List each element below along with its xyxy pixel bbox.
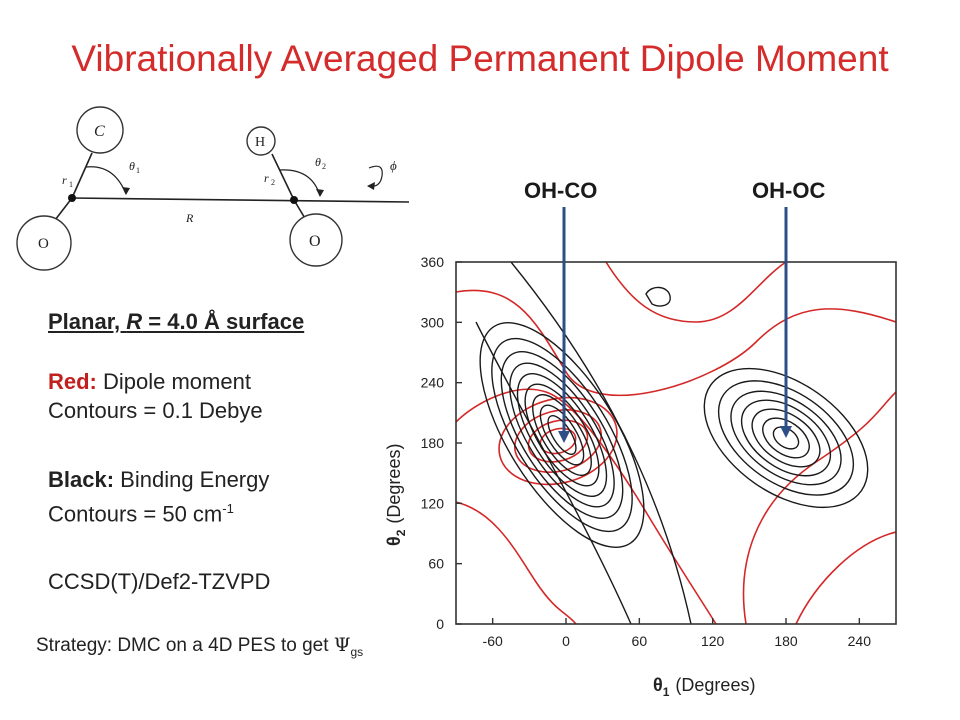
dipole-contour: [456, 501, 577, 624]
y-axis-title: θ2(Degrees): [384, 444, 408, 546]
surface-prefix: Planar,: [48, 309, 127, 334]
label-theta-sub: 1: [136, 166, 140, 175]
y-tick-label: 120: [421, 495, 445, 511]
energy-contour: [547, 415, 577, 455]
x-tick-label: 240: [848, 633, 872, 649]
black-text: Binding Energy: [114, 467, 270, 492]
label-r: r: [62, 173, 67, 187]
carbon-atom: [76, 106, 124, 154]
jacobi-coordinate-diagram: C O H O r 1 θ 1 R r 2 θ 2 ϕ: [16, 106, 410, 271]
energy-contour: [510, 262, 692, 624]
label-r2-sub: 2: [271, 178, 275, 187]
black-contours-exponent: -1: [222, 501, 234, 516]
surface-suffix: = 4.0 Å surface: [142, 309, 305, 334]
black-contours-text: Contours = 50 cm: [48, 501, 223, 527]
x-tick-label: 180: [774, 633, 798, 649]
strategy-note: Strategy: DMC on a 4D PES to get Ψgs: [36, 634, 363, 659]
energy-contour: [500, 350, 624, 520]
dipole-contour: [795, 531, 896, 624]
psi-subscript: gs: [350, 644, 364, 659]
energy-contour: [479, 322, 645, 548]
red-text: Dipole moment: [96, 369, 251, 394]
oxygen-atom-left: [16, 215, 72, 271]
label-phi: ϕ: [390, 158, 397, 173]
label-theta2: θ: [315, 155, 321, 169]
energy-contour: [509, 362, 615, 508]
oh-oc-label: OH-OC: [752, 178, 826, 203]
method-note: CCSD(T)/Def2-TZVPD: [48, 569, 271, 594]
oxygen-atom-right: [289, 213, 343, 267]
slide-title: Vibrationally Averaged Permanent Dipole …: [71, 38, 889, 79]
label-theta2-sub: 2: [322, 162, 326, 171]
y-tick-label: 300: [421, 314, 445, 330]
label-r2: r: [264, 171, 269, 185]
dipole-contour: [605, 262, 787, 323]
atom-label-h: H: [255, 135, 265, 150]
red-legend-note: Red: Dipole moment Contours = 0.1 Debye: [48, 367, 263, 425]
energy-contour: [516, 372, 608, 498]
label-r-sub: 1: [69, 180, 73, 189]
surface-note: Planar, R = 4.0 Å surface: [48, 307, 304, 336]
energy-contour: [751, 408, 821, 468]
atom-label-c: C: [94, 123, 105, 140]
hydrogen-atom: [246, 126, 276, 156]
dipole-contour: [456, 289, 896, 397]
atom-label-o-left: O: [38, 236, 49, 252]
x-tick-label: 0: [562, 633, 570, 649]
y-tick-label: 180: [421, 435, 445, 451]
dipole-contour: [527, 419, 589, 463]
y-tick-label: 240: [421, 375, 445, 391]
strategy-text: Strategy: DMC on a 4D PES to get: [36, 635, 334, 656]
energy-contour: [762, 417, 810, 459]
energy-contour: [740, 399, 832, 477]
x-axis-title: θ1 (Degrees): [653, 675, 755, 699]
energy-contour: [524, 383, 600, 487]
black-label: Black:: [48, 467, 115, 492]
y-tick-label: 360: [421, 254, 445, 270]
psi-symbol: Ψ: [333, 634, 351, 656]
energy-contour: [539, 404, 585, 466]
red-label: Red:: [48, 369, 97, 394]
energy-contour: [475, 321, 632, 624]
dipole-contour: [513, 409, 603, 473]
surface-r: R: [126, 309, 143, 334]
x-tick-label: 60: [632, 633, 648, 649]
label-big-r: R: [185, 211, 194, 225]
energy-contour: [532, 394, 592, 476]
atom-label-o-right: O: [309, 233, 321, 250]
energy-contour: [703, 367, 869, 509]
black-legend-note: Black: Binding Energy Contours = 50 cm-1: [48, 465, 269, 528]
y-tick-label: 60: [428, 556, 444, 572]
energy-contour: [717, 380, 855, 496]
red-contours-text: Contours = 0.1 Debye: [48, 398, 263, 423]
energy-contour: [730, 390, 842, 486]
dipole-contour: [742, 391, 896, 624]
energy-contour: [491, 337, 633, 533]
oh-co-label: OH-CO: [524, 178, 598, 203]
x-tick-label: 120: [701, 633, 725, 649]
label-theta: θ: [129, 159, 135, 173]
y-tick-label: 0: [436, 616, 444, 632]
dipole-contour: [498, 396, 618, 486]
x-tick-label: -60: [483, 633, 503, 649]
contour-plot: -60 0 60 120 180 240 0 60 120 180 240 300 360 θ1 (Deg…: [368, 246, 908, 706]
dipole-contour: [645, 286, 671, 307]
